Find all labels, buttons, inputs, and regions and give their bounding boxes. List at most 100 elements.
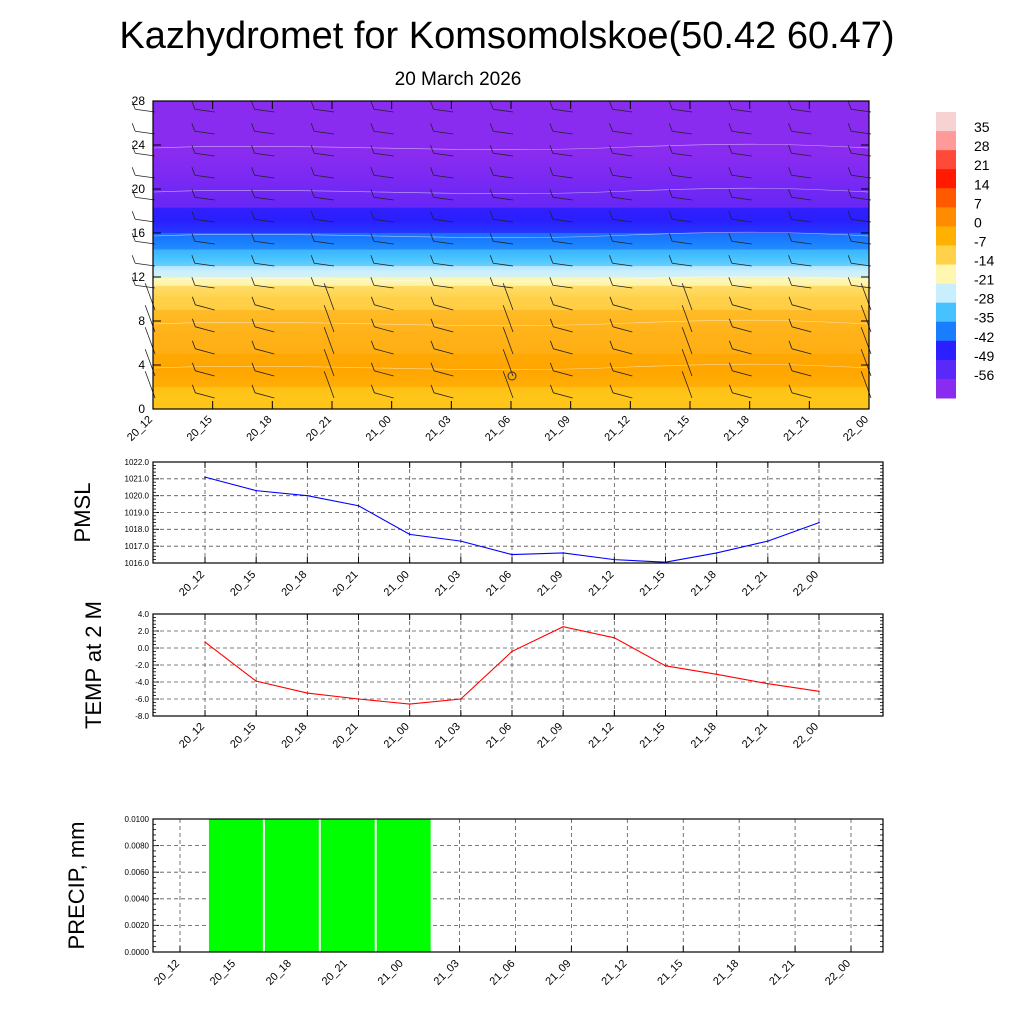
wind-barb-flag <box>609 123 613 132</box>
heat-y-tick-label: 20 <box>132 182 146 196</box>
wind-barb-flag <box>847 145 852 154</box>
pmsl-x-tick-label: 21_03 <box>433 569 463 599</box>
wind-barb <box>731 262 752 267</box>
colorbar-label: 35 <box>974 119 990 135</box>
pmsl-y-tick-label: 1019.0 <box>125 508 150 517</box>
wind-barb <box>373 240 394 245</box>
colorbar-label: -56 <box>974 367 994 383</box>
wind-barb <box>374 392 394 399</box>
wind-barb-flag <box>131 189 136 198</box>
colorbar-label: 28 <box>974 138 990 154</box>
wind-barb <box>194 262 215 267</box>
wind-barb <box>194 130 215 135</box>
wind-barb <box>373 108 394 113</box>
wind-barb <box>254 284 275 289</box>
wind-barb-flag <box>370 318 375 327</box>
wind-barb-flag <box>668 233 673 242</box>
pmsl-y-axis-label: PMSL <box>70 483 95 543</box>
wind-barb <box>851 262 872 267</box>
colorbar-label: -21 <box>974 272 994 288</box>
wind-barb <box>672 240 693 245</box>
wind-barb-flag <box>609 362 614 371</box>
wind-barb <box>194 218 215 223</box>
colorbar-swatch <box>936 321 956 342</box>
precip-x-tick-label: 20_15 <box>208 958 238 988</box>
wind-barb <box>433 304 454 311</box>
wind-barb-flag <box>430 277 434 286</box>
heat-band <box>153 249 869 266</box>
colorbar-swatch <box>936 226 956 246</box>
pmsl-point <box>255 489 257 492</box>
wind-barb-flag <box>251 362 256 371</box>
pmsl-x-tick-label: 21_09 <box>535 569 565 599</box>
temp-point <box>357 698 360 700</box>
wind-barb-flag <box>788 211 792 220</box>
precip-x-tick-label: 21_03 <box>432 958 462 988</box>
pmsl-y-tick-label: 1017.0 <box>125 542 150 551</box>
wind-barb <box>493 240 514 245</box>
wind-barb <box>851 152 872 157</box>
wind-barb <box>195 304 215 311</box>
temp-point <box>306 692 309 694</box>
wind-barb <box>552 152 573 157</box>
temp-x-tick-label: 21_15 <box>638 721 668 751</box>
wind-barb <box>493 174 514 179</box>
precip-x-tick-label: 20_12 <box>152 958 182 988</box>
wind-barb <box>314 130 335 135</box>
wind-barb <box>552 196 573 201</box>
pmsl-x-tick-label: 21_18 <box>689 569 719 599</box>
wind-barb <box>684 291 693 311</box>
temp-x-tick-label: 21_00 <box>382 721 412 751</box>
wind-barb <box>433 108 454 113</box>
wind-barb <box>612 284 633 289</box>
wind-barb <box>135 196 156 201</box>
wind-barb <box>254 348 275 355</box>
wind-barb <box>672 152 693 157</box>
wind-barb-flag <box>131 101 136 110</box>
wind-barb-flag <box>549 145 554 154</box>
wind-barb <box>433 392 454 399</box>
wind-barb <box>194 152 215 157</box>
wind-barb-flag <box>144 327 149 336</box>
wind-barb-flag <box>430 189 434 198</box>
wind-barb <box>612 218 633 223</box>
heat-contour <box>152 231 870 239</box>
wind-barb-flag <box>131 123 136 132</box>
wind-barb-flag <box>549 167 554 176</box>
wind-barb <box>254 392 275 399</box>
wind-barb-flag <box>323 327 328 336</box>
wind-barb <box>326 357 335 377</box>
wind-barb-flag <box>788 233 792 242</box>
heat-band <box>153 101 869 208</box>
wind-barb-flag <box>788 255 792 264</box>
pmsl-x-tick-label: 20_18 <box>279 569 309 599</box>
temp-y-tick-label: -6.0 <box>135 695 149 704</box>
wind-barb-flag <box>489 101 494 110</box>
wind-barb <box>672 174 693 179</box>
pmsl-x-tick-label: 20_15 <box>228 569 258 599</box>
wind-barb-flag <box>191 318 196 327</box>
wind-barb-flag <box>728 255 733 264</box>
wind-barb-flag <box>668 101 673 110</box>
wind-barb <box>612 348 633 355</box>
heat-x-tick-label: 20_21 <box>304 414 334 444</box>
precip-x-tick-label: 21_00 <box>376 958 406 988</box>
wind-barb-flag <box>310 211 315 220</box>
heat-frame <box>152 100 870 410</box>
wind-barb <box>505 357 514 377</box>
wind-barb-flag <box>251 233 255 242</box>
wind-barb-flag <box>191 211 196 220</box>
wind-barb <box>314 218 335 223</box>
wind-barb-flag <box>251 255 255 264</box>
wind-barb <box>373 218 394 223</box>
wind-barb <box>732 304 752 311</box>
temp-x-tick-label: 20_12 <box>177 721 207 751</box>
pmsl-x-tick-label: 20_21 <box>331 569 361 599</box>
colorbar-swatch <box>936 207 956 227</box>
wind-barb-flag <box>310 123 315 132</box>
wind-barb-flag <box>609 277 613 286</box>
heat-x-tick-label: 21_09 <box>543 414 573 444</box>
pmsl-x-tick-label: 21_15 <box>638 569 668 599</box>
wind-barb-flag <box>788 296 793 305</box>
wind-barb-flag <box>430 340 435 349</box>
